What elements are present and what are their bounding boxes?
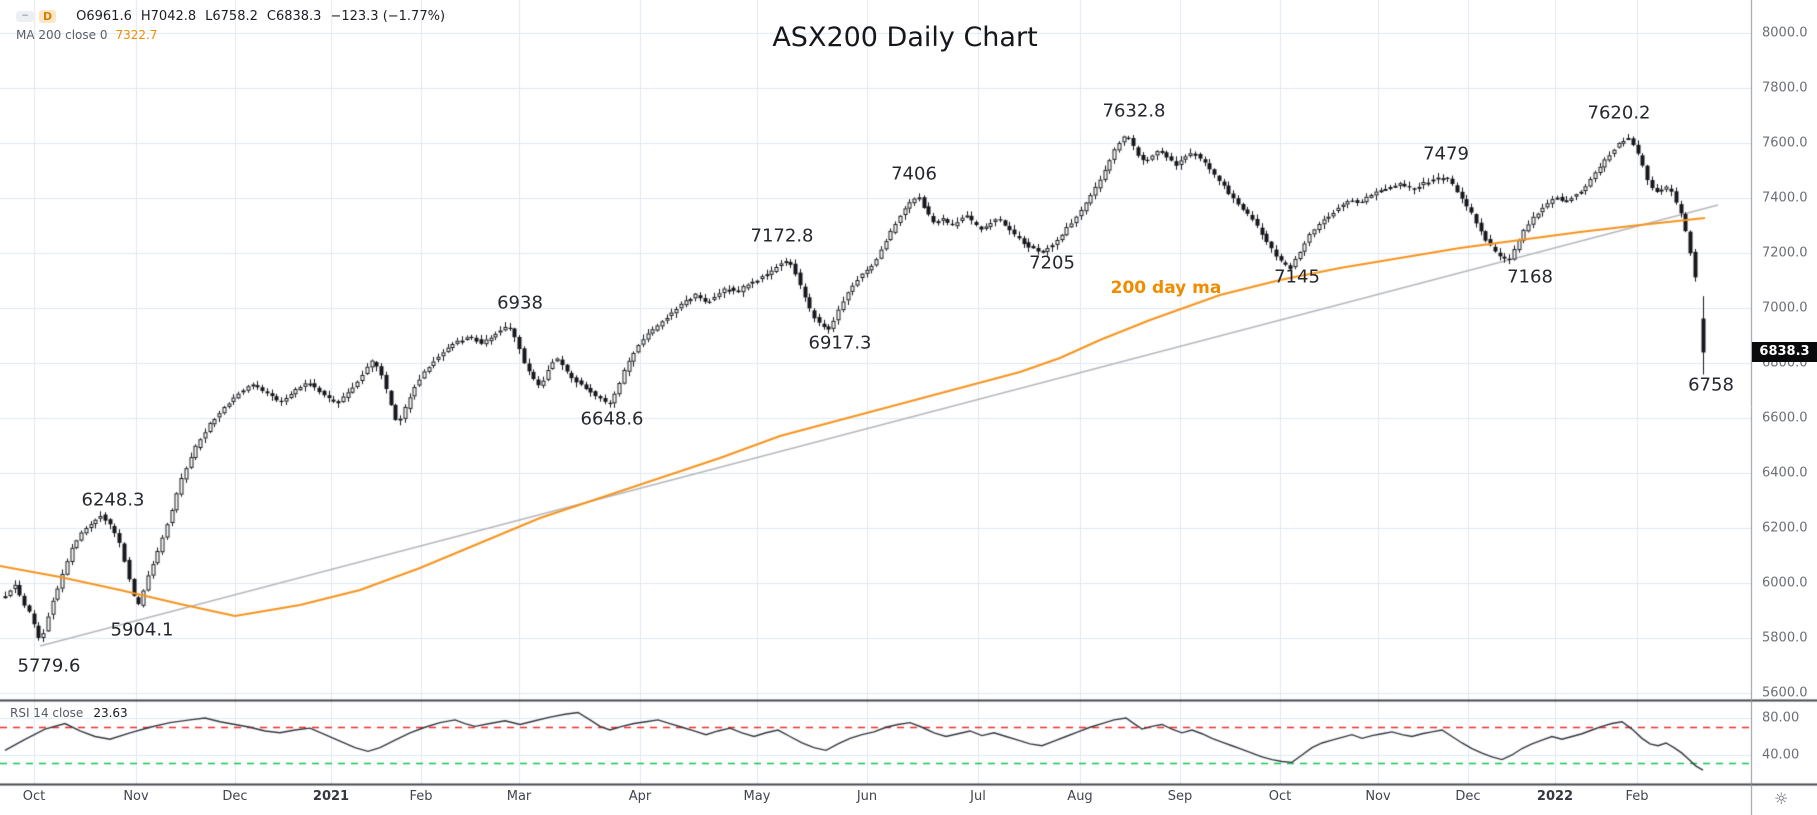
price-annotation: 7632.8 (1102, 100, 1166, 122)
ma-annotation: 200 day ma (1110, 278, 1222, 298)
time-axis-label: Mar (506, 789, 532, 804)
time-axis-label: Dec (222, 789, 248, 804)
price-annotation: 7406 (891, 163, 937, 185)
price-axis-label: 5800.0 (1762, 630, 1808, 646)
price-annotation: 7172.8 (750, 225, 814, 247)
time-axis-label: Sep (1167, 789, 1193, 804)
price-annotation: 6648.6 (580, 408, 644, 430)
price-annotation: 7168 (1507, 266, 1553, 288)
price-axis-label: 5600.0 (1762, 685, 1808, 701)
rsi-axis-label: 40.00 (1762, 747, 1800, 763)
time-axis-label: Dec (1455, 789, 1481, 804)
time-axis-label: Feb (409, 789, 433, 804)
price-axis-label: 7200.0 (1762, 245, 1808, 261)
price-annotation: 5779.6 (17, 655, 81, 677)
chart-title-annotation: ASX200 Daily Chart (772, 22, 1038, 53)
price-axis-label: 6000.0 (1762, 575, 1808, 591)
time-axis-label: Jul (970, 789, 986, 804)
price-axis-label: 7800.0 (1762, 80, 1808, 96)
time-axis-label: Aug (1067, 789, 1093, 804)
legend-collapse-button[interactable]: − (16, 11, 34, 22)
price-annotation: 7145 (1274, 266, 1320, 288)
time-axis-label: Nov (1365, 789, 1391, 804)
time-axis-label: 2021 (312, 789, 350, 804)
ohlc-close: C6838.3 (266, 9, 322, 24)
price-annotation: 7205 (1029, 252, 1075, 274)
price-axis-label: 8000.0 (1762, 25, 1808, 41)
settings-gear-icon[interactable]: ☼ (1774, 789, 1789, 808)
rsi-label: RSI 14 close (10, 706, 84, 720)
time-axis-label: Jun (856, 789, 878, 804)
price-axis[interactable]: 8000.0 7800.0 7600.0 7400.0 7200.0 7000.0 6800… (1752, 0, 1817, 784)
time-axis-label: Nov (123, 789, 149, 804)
time-axis[interactable]: Oct Nov Dec 2021 Feb Mar Apr May Jun Jul Aug Sep Oct… (0, 785, 1817, 815)
ohlc-high: H7042.8 (140, 9, 197, 24)
price-axis-label: 6400.0 (1762, 465, 1808, 481)
ma-label: MA 200 close 0 (16, 28, 108, 42)
ohlc-low: L6758.2 (205, 9, 258, 24)
ohlc-readout: O6961.6 H7042.8 L6758.2 C6838.3 −123.3 (−1.7… (76, 9, 454, 24)
price-axis-label: 6200.0 (1762, 520, 1808, 536)
price-axis-label: 7000.0 (1762, 300, 1808, 316)
rsi-value: 23.63 (93, 706, 128, 720)
time-axis-label: Feb (1625, 789, 1649, 804)
time-axis-label: Apr (628, 789, 652, 804)
ohlc-change: −123.3 (−1.77%) (330, 9, 446, 24)
price-axis-label: 6600.0 (1762, 410, 1808, 426)
rsi-legend: RSI 14 close 23.63 (10, 706, 128, 720)
price-axis-label: 7600.0 (1762, 135, 1808, 151)
price-axis-label: 7400.0 (1762, 190, 1808, 206)
current-price-tag: 6838.3 (1752, 342, 1817, 362)
price-annotation: 6248.3 (81, 489, 145, 511)
price-annotation: 5904.1 (110, 619, 174, 641)
price-annotation: 6938 (497, 292, 543, 314)
price-annotation: 6758 (1688, 374, 1734, 396)
price-annotation: 7620.2 (1587, 102, 1651, 124)
time-axis-label: Oct (22, 789, 46, 804)
price-annotation: 7479 (1423, 143, 1469, 165)
chart-legend: − D O6961.6 H7042.8 L6758.2 C6838.3 −123.3 (−1… (16, 6, 454, 42)
interval-badge[interactable]: D (39, 10, 57, 23)
ohlc-open: O6961.6 (76, 9, 132, 24)
time-axis-label: May (743, 789, 771, 804)
time-axis-label: 2022 (1536, 789, 1574, 804)
ma-value: 7322.7 (115, 28, 158, 42)
rsi-axis-label: 80.00 (1762, 710, 1800, 726)
ma-indicator-row: MA 200 close 0 7322.7 (16, 28, 454, 42)
price-annotation: 6917.3 (808, 332, 872, 354)
time-axis-label: Oct (1268, 789, 1292, 804)
